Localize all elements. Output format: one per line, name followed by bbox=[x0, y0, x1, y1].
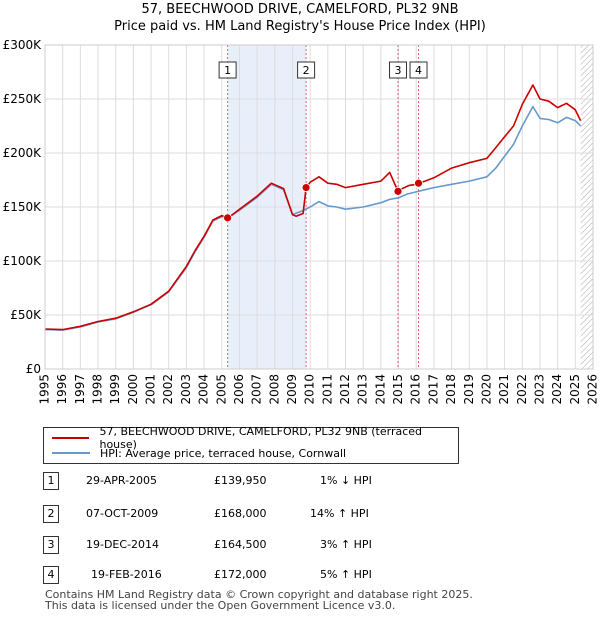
x-tick-label: 2001 bbox=[144, 374, 158, 405]
x-tick-label: 2006 bbox=[232, 374, 246, 405]
sale-3-box bbox=[389, 61, 408, 79]
hpi-line bbox=[45, 105, 582, 331]
sale-1-point bbox=[223, 213, 233, 223]
sale-3-label: 3 bbox=[395, 64, 402, 77]
sale-price: £164,500 bbox=[214, 538, 267, 551]
sale-4-box bbox=[409, 61, 428, 79]
x-tick-label: 2004 bbox=[197, 374, 211, 405]
x-tick-label: 2008 bbox=[267, 374, 281, 405]
x-tick-label: 2011 bbox=[320, 374, 334, 405]
sale-price: £172,000 bbox=[214, 568, 267, 581]
sale-1-box bbox=[218, 61, 237, 79]
sale-hpi-diff: 5% ↑ HPI bbox=[320, 568, 372, 581]
x-tick-label: 2003 bbox=[179, 374, 193, 405]
sale-number-box: 4 bbox=[43, 566, 59, 584]
x-tick-label: 2000 bbox=[126, 374, 140, 405]
sale-number-box: 1 bbox=[43, 472, 59, 490]
x-tick-label: 2010 bbox=[303, 374, 317, 405]
sale-price: £139,950 bbox=[214, 474, 267, 487]
y-tick-label: £250K bbox=[3, 92, 43, 106]
x-tick-label: 2016 bbox=[409, 374, 423, 405]
x-tick-label: 2013 bbox=[356, 374, 370, 405]
legend-item-hpi: HPI: Average price, terraced house, Corn… bbox=[52, 446, 346, 460]
chart-title: 57, BEECHWOOD DRIVE, CAMELFORD, PL32 9NB bbox=[141, 2, 459, 17]
price-chart: £0 £50K £100K £150K £200K £250K £300K 1995 1996 1… bbox=[3, 38, 600, 405]
y-tick-label: £200K bbox=[3, 146, 43, 160]
table-row: 3 19-DEC-2014 £164,500 3% ↑ HPI bbox=[43, 536, 463, 556]
sale-date: 29-APR-2005 bbox=[86, 474, 158, 487]
x-tick-label: 2024 bbox=[550, 374, 564, 405]
x-tick-label: 2002 bbox=[161, 374, 175, 405]
legend-item-property: 57, BEECHWOOD DRIVE, CAMELFORD, PL32 9NB… bbox=[52, 425, 458, 451]
chart-subtitle: Price paid vs. HM Land Registry's House … bbox=[114, 19, 486, 34]
legend-label-property: 57, BEECHWOOD DRIVE, CAMELFORD, PL32 9NB… bbox=[99, 425, 423, 451]
x-tick-label: 2009 bbox=[285, 374, 299, 405]
x-tick-label: 2018 bbox=[444, 374, 458, 405]
plot-frame bbox=[44, 44, 594, 370]
x-tick-label: 2023 bbox=[532, 374, 546, 405]
sale-date: 19-DEC-2014 bbox=[86, 538, 160, 551]
sale-date: 07-OCT-2009 bbox=[86, 507, 159, 520]
x-tick-label: 2019 bbox=[462, 374, 476, 405]
sale-hpi-diff: 14% ↑ HPI bbox=[310, 507, 369, 520]
table-row: 1 29-APR-2005 £139,950 1% ↓ HPI bbox=[43, 472, 463, 492]
x-tick-label: 2022 bbox=[515, 374, 529, 405]
sale-2-point bbox=[301, 183, 311, 192]
x-tick-label: 2025 bbox=[568, 374, 582, 405]
y-tick-label: £150K bbox=[3, 200, 43, 214]
x-tick-label: 1998 bbox=[91, 374, 105, 405]
table-row: 4 19-FEB-2016 £172,000 5% ↑ HPI bbox=[43, 566, 463, 586]
sale-date: 19-FEB-2016 bbox=[91, 568, 162, 581]
sale-number-box: 3 bbox=[43, 536, 59, 554]
footer-copyright: Contains HM Land Registry data © Crown c… bbox=[45, 588, 473, 601]
x-tick-label: 2005 bbox=[214, 374, 228, 405]
sale-4-point bbox=[414, 178, 423, 188]
x-tick-label: 2026 bbox=[586, 374, 600, 405]
sale-1-label: 1 bbox=[224, 64, 231, 77]
footer: Contains HM Land Registry data © Crown c… bbox=[45, 589, 473, 611]
y-tick-label: £300K bbox=[3, 38, 43, 52]
y-tick-label: £0 bbox=[26, 362, 41, 376]
sale-3-point bbox=[393, 186, 403, 196]
x-tick-label: 2012 bbox=[338, 374, 352, 405]
x-tick-label: 2021 bbox=[497, 374, 511, 405]
table-row: 2 07-OCT-2009 £168,000 14% ↑ HPI bbox=[43, 505, 463, 525]
sale-4-label: 4 bbox=[415, 64, 422, 77]
sale-2-label: 2 bbox=[303, 64, 310, 77]
sale-price: £168,000 bbox=[214, 507, 267, 520]
footer-licence: This data is licensed under the Open Gov… bbox=[45, 599, 396, 612]
x-tick-label: 1997 bbox=[73, 374, 87, 405]
chart-legend: 57, BEECHWOOD DRIVE, CAMELFORD, PL32 9NB… bbox=[43, 425, 459, 464]
sale-hpi-diff: 3% ↑ HPI bbox=[320, 538, 372, 551]
x-tick-label: 1995 bbox=[38, 374, 52, 405]
legend-label-hpi: HPI: Average price, terraced house, Corn… bbox=[100, 446, 347, 460]
x-tick-label: 1996 bbox=[55, 374, 69, 405]
x-tick-label: 2020 bbox=[479, 374, 493, 405]
x-tick-label: 2015 bbox=[391, 374, 405, 405]
legend-swatch-hpi bbox=[52, 452, 90, 454]
x-tick-label: 1999 bbox=[108, 374, 122, 405]
property-price-line bbox=[45, 84, 582, 331]
legend-swatch-property bbox=[52, 437, 90, 439]
y-tick-label: £100K bbox=[3, 254, 43, 268]
x-tick-label: 2017 bbox=[426, 374, 440, 405]
sale-2-box bbox=[297, 61, 316, 79]
x-tick-label: 2007 bbox=[250, 374, 264, 405]
sale-number-box: 2 bbox=[43, 505, 59, 523]
y-tick-label: £50K bbox=[10, 308, 42, 322]
sale-hpi-diff: 1% ↓ HPI bbox=[320, 474, 372, 487]
x-tick-label: 2014 bbox=[373, 374, 387, 405]
